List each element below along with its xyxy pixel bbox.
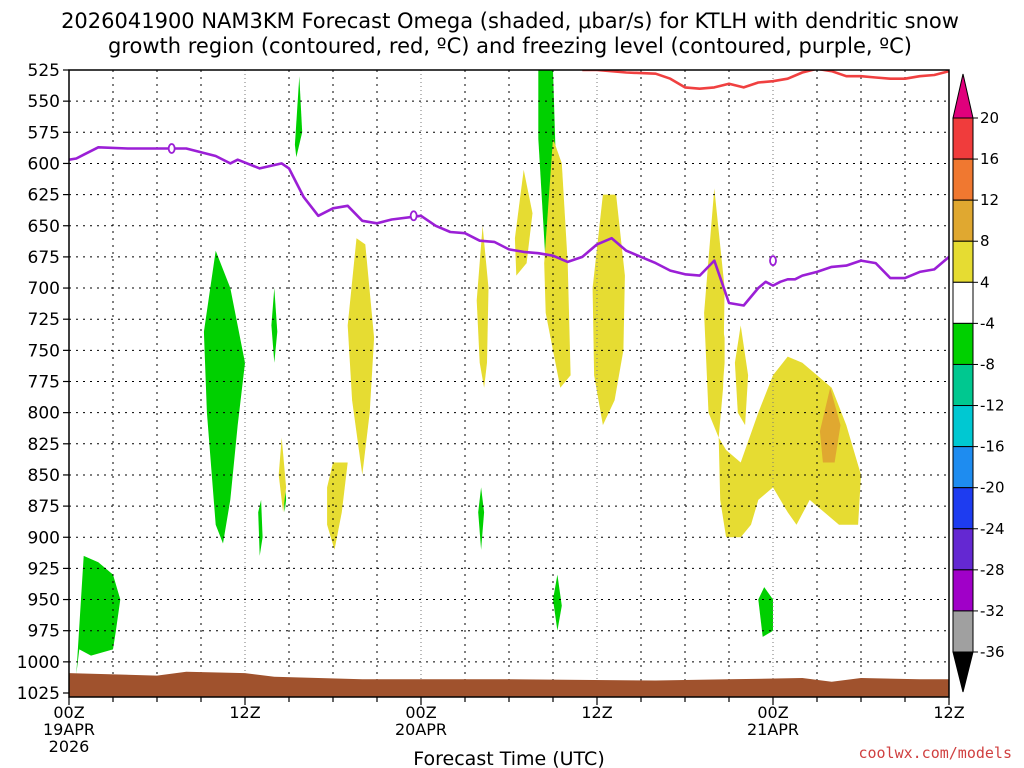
colorbar-label-13: -36 bbox=[980, 643, 1005, 661]
x-tick-label-4-2: 21APR bbox=[747, 720, 799, 739]
y-tick-label-725: 725 bbox=[28, 310, 60, 330]
colorbar-band-11 bbox=[952, 569, 974, 612]
omega-area-2 bbox=[294, 76, 303, 158]
colorbar-top-arrow bbox=[952, 73, 974, 119]
omega-area-20 bbox=[718, 313, 725, 401]
colorbar-label-9: -20 bbox=[980, 479, 1005, 497]
omega-area-18 bbox=[734, 325, 749, 426]
colorbar-band-12 bbox=[952, 610, 974, 653]
x-tick-label-1-1: 12Z bbox=[229, 703, 260, 722]
colorbar-label-5: -4 bbox=[980, 314, 995, 332]
y-tick-label-950: 950 bbox=[28, 591, 60, 611]
x-tick-label-4-1: 00Z bbox=[757, 703, 788, 722]
omega-area-11 bbox=[327, 462, 348, 550]
surface-terrain-fill bbox=[69, 671, 949, 697]
y-tick-label-1025: 1025 bbox=[17, 684, 60, 704]
x-tick-label-0-1: 00Z bbox=[53, 703, 84, 722]
y-tick-label-925: 925 bbox=[28, 559, 60, 579]
omega-shading bbox=[76, 70, 861, 675]
colorbar-label-7: -12 bbox=[980, 397, 1005, 415]
freezing-label-1 bbox=[409, 210, 418, 222]
freezing-level-line bbox=[69, 146, 949, 307]
chart-title-line2: growth region (contoured, red, ºC) and f… bbox=[108, 34, 912, 58]
x-axis-label: Forecast Time (UTC) bbox=[413, 748, 604, 768]
y-tick-label-775: 775 bbox=[28, 373, 60, 393]
omega-area-14 bbox=[514, 169, 533, 276]
colorbar-label-2: 12 bbox=[980, 191, 999, 209]
y-tick-label-825: 825 bbox=[28, 435, 60, 455]
y-tick-label-575: 575 bbox=[28, 123, 60, 143]
omega-area-7 bbox=[553, 574, 562, 631]
colorbar-band-10 bbox=[952, 528, 974, 571]
colorbar-label-8: -16 bbox=[980, 438, 1005, 456]
colorbar-band-5 bbox=[952, 322, 974, 365]
y-tick-label-525: 525 bbox=[28, 61, 60, 81]
colorbar-band-9 bbox=[952, 487, 974, 530]
y-tick-label-650: 650 bbox=[28, 217, 60, 237]
y-tick-label-850: 850 bbox=[28, 466, 60, 486]
colorbar-label-11: -28 bbox=[980, 561, 1005, 579]
x-tick-label-0-3: 2026 bbox=[49, 737, 90, 756]
omega-area-15 bbox=[544, 138, 571, 388]
y-tick-label-1000: 1000 bbox=[17, 653, 60, 673]
colorbar-label-3: 8 bbox=[980, 232, 990, 250]
y-tick-label-625: 625 bbox=[28, 186, 60, 206]
colorbar-band-3 bbox=[952, 240, 974, 283]
colorbar-label-10: -24 bbox=[980, 520, 1005, 538]
omega-area-22 bbox=[353, 300, 363, 376]
colorbar-label-0: 20 bbox=[980, 109, 999, 127]
y-tick-label-750: 750 bbox=[28, 341, 60, 361]
omega-area-0 bbox=[76, 555, 121, 675]
x-tick-label-0-2: 19APR bbox=[43, 720, 95, 739]
y-tick-label-600: 600 bbox=[28, 154, 60, 174]
omega-area-1 bbox=[203, 250, 245, 544]
omega-area-19 bbox=[718, 356, 861, 538]
y-tick-label-675: 675 bbox=[28, 248, 60, 268]
omega-area-5 bbox=[258, 499, 263, 556]
omega-area-6 bbox=[478, 487, 485, 550]
colorbar-band-6 bbox=[952, 363, 974, 407]
omega-area-12 bbox=[278, 437, 287, 513]
x-tick-label-2-1: 00Z bbox=[405, 703, 436, 722]
y-tick-label-550: 550 bbox=[28, 92, 60, 112]
contour-lines bbox=[69, 70, 949, 307]
colorbar-band-0 bbox=[952, 117, 974, 160]
omega-area-9 bbox=[758, 587, 773, 637]
colorbar-band-1 bbox=[952, 158, 974, 201]
colorbar-band-4 bbox=[952, 281, 974, 324]
surface-terrain bbox=[69, 671, 949, 697]
colorbar-label-6: -8 bbox=[980, 355, 995, 373]
chart-title-line1: 2026041900 NAM3KM Forecast Omega (shaded… bbox=[61, 9, 959, 33]
colorbar-label-4: 4 bbox=[980, 273, 990, 291]
omega-area-16 bbox=[592, 194, 625, 426]
y-tick-label-975: 975 bbox=[28, 622, 60, 642]
colorbar-bottom-arrow bbox=[952, 651, 974, 693]
dendritic-growth-line bbox=[582, 70, 949, 90]
x-tick-label-2-2: 20APR bbox=[395, 720, 447, 739]
freezing-label-0 bbox=[167, 143, 176, 154]
y-tick-label-875: 875 bbox=[28, 497, 60, 517]
omega-area-3 bbox=[271, 288, 278, 363]
y-tick-label-900: 900 bbox=[28, 528, 60, 548]
y-tick-label-700: 700 bbox=[28, 279, 60, 299]
colorbar-label-1: 16 bbox=[980, 150, 999, 168]
x-tick-label-5-1: 12Z bbox=[933, 703, 964, 722]
credit-text: coolwx.com/models bbox=[858, 744, 1012, 762]
y-tick-label-800: 800 bbox=[28, 404, 60, 424]
colorbar-band-8 bbox=[952, 446, 974, 489]
grid-lines bbox=[69, 70, 949, 697]
y-axis-ticks: 525 550 575 600 625 650 675 700 725 750 775 800 825 8… bbox=[17, 61, 69, 704]
colorbar-band-2 bbox=[952, 199, 974, 242]
omega-area-10 bbox=[347, 238, 375, 475]
colorbar: 20 16 12 8 4 -4 -8 -12 -16 -20 -24 -28 -32 -36 bbox=[952, 73, 1005, 693]
x-tick-label-3-1: 12Z bbox=[581, 703, 612, 722]
freezing-label-2 bbox=[769, 255, 777, 267]
colorbar-band-7 bbox=[952, 405, 974, 448]
omega-area-13 bbox=[476, 225, 489, 388]
colorbar-label-12: -32 bbox=[980, 602, 1005, 620]
